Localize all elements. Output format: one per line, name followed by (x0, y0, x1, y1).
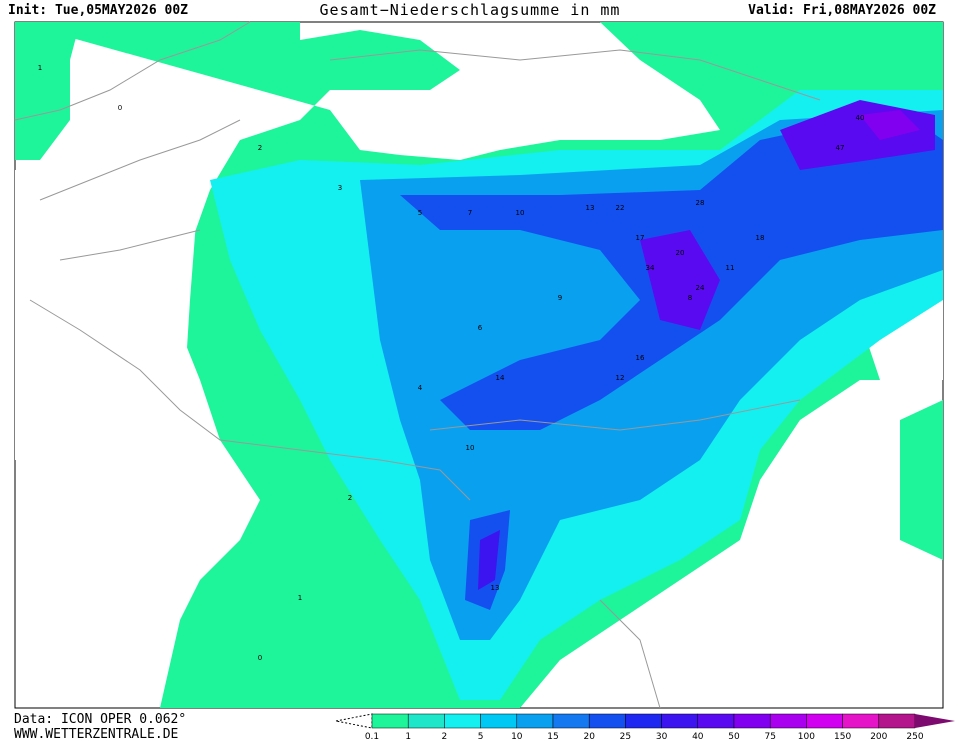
grid-value: 18 (756, 234, 765, 242)
legend-label: 2 (442, 732, 448, 741)
grid-value: 0 (118, 104, 122, 112)
legend-label: 75 (764, 732, 775, 741)
legend-swatch (516, 713, 554, 729)
legend-swatch (588, 713, 626, 729)
grid-value: 14 (496, 374, 505, 382)
grid-value: 13 (491, 584, 500, 592)
grid-value: 22 (616, 204, 625, 212)
legend-label: 5 (478, 732, 484, 741)
grid-value: 10 (516, 209, 525, 217)
grid-value: 3 (338, 184, 342, 192)
legend-label: 1 (405, 732, 411, 741)
precip-area (15, 22, 80, 160)
precip-area (640, 230, 720, 330)
legend-label: 40 (692, 732, 704, 741)
legend-label: 150 (834, 732, 851, 741)
grid-value: 20 (676, 249, 685, 257)
grid-value: 5 (418, 209, 422, 217)
legend-over-arrow (915, 714, 955, 728)
grid-value: 16 (636, 354, 645, 362)
legend-swatch (552, 713, 590, 729)
grid-value: 4 (418, 384, 423, 392)
grid-value: 8 (688, 294, 692, 302)
map-title: Gesamt−Niederschlagsumme in mm (320, 1, 621, 19)
grid-value: 28 (696, 199, 705, 207)
precip-area (900, 400, 943, 560)
precip-area (860, 110, 920, 140)
legend-swatch (371, 713, 409, 729)
init-time: Init: Tue,05MAY2026 00Z (8, 3, 188, 18)
website: WWW.WETTERZENTRALE.DE (14, 727, 178, 741)
data-source: Data: ICON OPER 0.062° (14, 712, 186, 727)
land-dry (15, 170, 200, 460)
grid-value: 6 (478, 324, 483, 332)
legend-label: 20 (583, 732, 595, 741)
legend-label: 25 (620, 732, 631, 741)
legend-swatch (661, 713, 699, 729)
grid-value: 10 (466, 444, 475, 452)
grid-value: 2 (348, 494, 352, 502)
legend-label: 50 (728, 732, 740, 741)
legend-label: 250 (906, 732, 923, 741)
grid-value: 13 (586, 204, 595, 212)
legend-label: 15 (547, 732, 558, 741)
valid-time: Valid: Fri,08MAY2026 00Z (748, 3, 936, 18)
legend-swatch (407, 713, 445, 729)
legend-swatch (444, 713, 481, 729)
legend-swatch (769, 713, 807, 729)
legend-swatch (806, 713, 843, 729)
grid-value: 1 (298, 594, 302, 602)
precip-area (478, 530, 500, 590)
legend-swatch (733, 713, 771, 729)
grid-value: 47 (836, 144, 845, 152)
grid-value: 34 (646, 264, 655, 272)
grid-value: 12 (616, 374, 625, 382)
legend-swatch (697, 713, 735, 729)
grid-value: 7 (468, 209, 472, 217)
legend-label: 0.1 (365, 732, 379, 741)
legend-label: 100 (798, 732, 815, 741)
legend-label: 200 (870, 732, 887, 741)
grid-value: 0 (258, 654, 262, 662)
legend-label: 30 (656, 732, 668, 741)
grid-value: 9 (558, 294, 562, 302)
grid-value: 24 (696, 284, 705, 292)
coastline (14, 21, 821, 709)
grid-value: 11 (726, 264, 735, 272)
legend-swatch (878, 713, 916, 729)
legend-swatch (625, 713, 662, 729)
legend-swatch (842, 713, 880, 729)
legend-under-arrow (335, 713, 373, 729)
legend-label: 10 (511, 732, 523, 741)
grid-value: 2 (258, 144, 262, 152)
grid-value: 17 (636, 234, 645, 242)
grid-value: 40 (856, 114, 865, 122)
grid-value: 1 (38, 64, 42, 72)
legend-swatch (480, 713, 518, 729)
